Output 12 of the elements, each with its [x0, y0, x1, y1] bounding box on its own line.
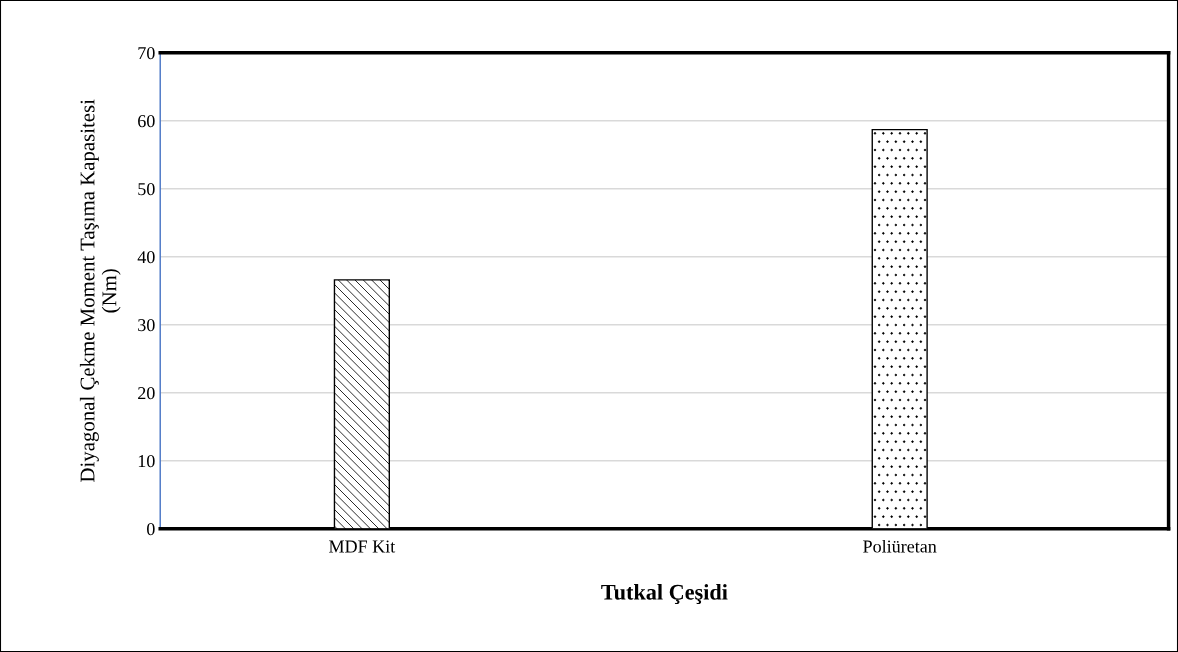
y-tick-label: 40 — [137, 251, 155, 264]
x-tick-label: Poliüretan — [863, 539, 937, 553]
y-tick-label: 60 — [138, 115, 155, 128]
x-tick-label: MDF Kit — [329, 540, 396, 553]
y-tick-label: 30 — [138, 319, 155, 332]
x-axis-title: Tutkal Çeşidi — [601, 584, 728, 605]
y-tick-label: 0 — [147, 523, 155, 536]
y-tick-label: 70 — [138, 47, 155, 60]
y-axis-title: Diyagonal Çekme Moment Taşıma Kapasitesi (Nm) — [79, 99, 121, 482]
y-tick-label: 10 — [138, 455, 155, 468]
y-tick-label: 50 — [138, 183, 155, 196]
y-tick-label: 20 — [138, 387, 155, 400]
